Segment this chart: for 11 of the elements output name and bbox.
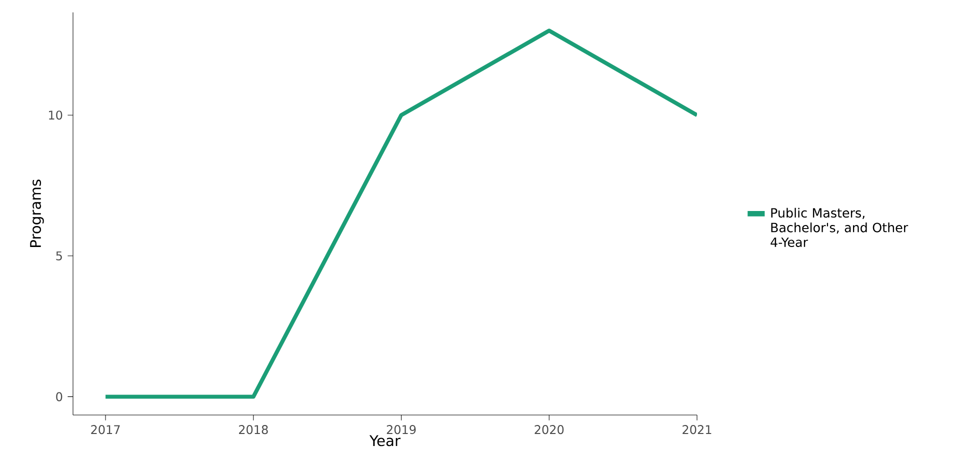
x-tick-label: 2018 (239, 425, 268, 434)
x-tick-label: 2021 (682, 425, 712, 434)
x-tick-label: 2020 (534, 425, 564, 434)
legend-label: Public Masters, Bachelor's, and Other 4-Year (770, 208, 908, 247)
x-axis-title: Year (369, 435, 401, 446)
y-tick-label: 5 (56, 251, 62, 260)
y-tick-label: 0 (56, 392, 62, 402)
x-tick-label: 2017 (91, 425, 120, 434)
y-tick-label: 10 (49, 110, 62, 120)
y-axis-title: Programs (30, 180, 44, 247)
x-tick-label: 2019 (386, 425, 416, 434)
